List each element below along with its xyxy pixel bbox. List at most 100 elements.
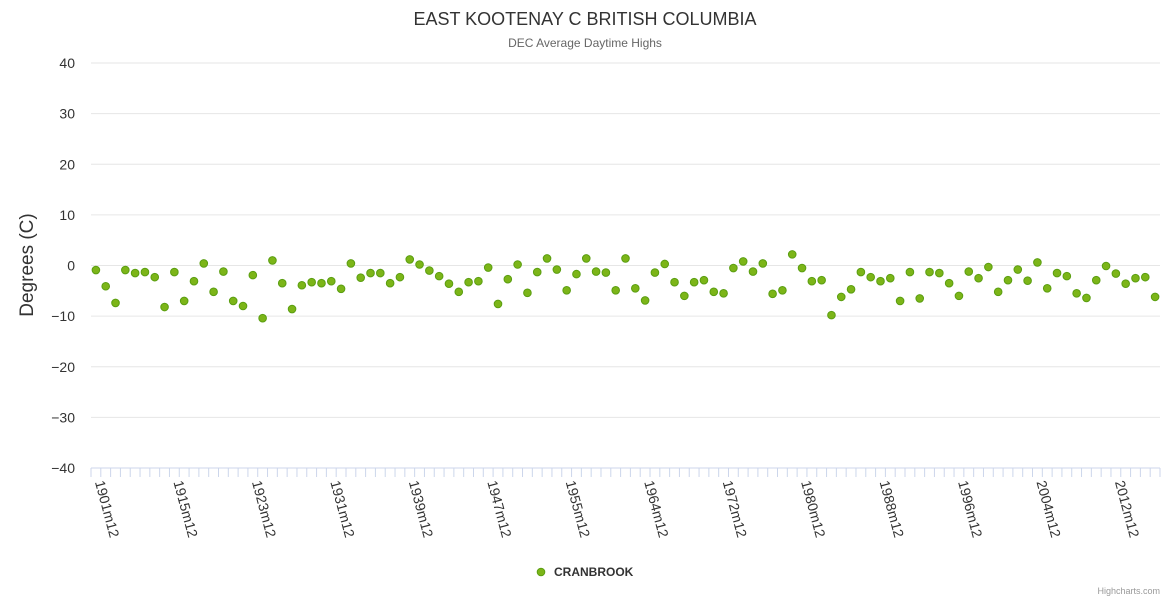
data-point[interactable] [395, 272, 405, 282]
data-point[interactable] [925, 267, 934, 277]
data-point[interactable] [317, 278, 326, 288]
data-point[interactable] [738, 257, 748, 266]
data-point[interactable] [258, 313, 267, 323]
data-point[interactable] [1131, 273, 1140, 283]
data-point[interactable] [787, 250, 797, 259]
data-point[interactable] [1091, 275, 1101, 285]
data-point[interactable] [464, 277, 473, 287]
data-point[interactable] [199, 259, 209, 268]
data-point[interactable] [964, 267, 974, 276]
data-point[interactable] [405, 255, 415, 264]
data-point[interactable] [895, 296, 905, 306]
data-point[interactable] [150, 272, 160, 282]
data-point[interactable] [326, 276, 336, 286]
data-point[interactable] [719, 289, 728, 298]
data-point[interactable] [179, 296, 189, 306]
data-point[interactable] [415, 260, 424, 269]
data-point[interactable] [101, 281, 111, 291]
data-point[interactable] [1062, 271, 1072, 281]
data-point[interactable] [885, 273, 895, 283]
data-point[interactable] [1140, 272, 1150, 282]
data-point[interactable] [336, 284, 346, 294]
data-point[interactable] [140, 267, 150, 277]
data-point[interactable] [689, 277, 699, 287]
data-point[interactable] [640, 296, 650, 305]
data-point[interactable] [307, 277, 316, 287]
data-point[interactable] [434, 271, 444, 281]
data-point[interactable] [111, 298, 120, 308]
data-point[interactable] [699, 275, 709, 285]
data-point[interactable] [219, 267, 228, 276]
data-point[interactable] [1042, 283, 1052, 293]
data-point[interactable] [454, 287, 464, 297]
data-point[interactable] [993, 287, 1003, 297]
data-point[interactable] [1111, 269, 1121, 278]
data-point[interactable] [356, 273, 366, 282]
data-point[interactable] [768, 289, 777, 299]
data-point[interactable] [297, 280, 307, 290]
legend[interactable]: CRANBROOK [536, 565, 634, 579]
data-point[interactable] [91, 265, 101, 275]
data-point[interactable] [1023, 276, 1032, 285]
data-point[interactable] [1082, 293, 1091, 303]
data-point[interactable] [160, 302, 169, 312]
data-point[interactable] [709, 287, 719, 297]
legend-marker-icon[interactable] [536, 567, 546, 577]
data-point[interactable] [807, 276, 817, 286]
data-point[interactable] [866, 272, 875, 282]
data-point[interactable] [376, 268, 385, 278]
data-point[interactable] [228, 296, 238, 306]
data-point[interactable] [1150, 292, 1160, 302]
data-point[interactable] [915, 294, 925, 303]
data-point[interactable] [483, 263, 493, 272]
data-point[interactable] [670, 277, 679, 287]
data-point[interactable] [778, 286, 787, 295]
data-point[interactable] [474, 276, 483, 286]
data-point[interactable] [385, 278, 395, 288]
data-point[interactable] [121, 265, 130, 275]
data-point[interactable] [601, 268, 611, 277]
data-point[interactable] [954, 291, 964, 301]
data-point[interactable] [621, 254, 630, 263]
data-point[interactable] [532, 267, 542, 277]
data-point[interactable] [572, 269, 581, 279]
data-point[interactable] [846, 284, 856, 294]
data-point[interactable] [729, 263, 738, 273]
data-point[interactable] [984, 262, 993, 272]
data-point[interactable] [1052, 268, 1062, 278]
data-point[interactable] [346, 259, 356, 268]
data-point[interactable] [660, 259, 670, 269]
data-point[interactable] [287, 304, 297, 314]
data-point[interactable] [611, 286, 620, 295]
data-point[interactable] [944, 278, 954, 288]
data-point[interactable] [631, 283, 640, 293]
data-point[interactable] [1121, 279, 1130, 289]
data-point[interactable] [650, 268, 660, 277]
data-point[interactable] [680, 291, 689, 301]
data-point[interactable] [856, 267, 866, 277]
credits-link[interactable]: Highcharts.com [1097, 586, 1160, 596]
data-point[interactable] [366, 268, 375, 278]
data-point[interactable] [130, 268, 140, 278]
data-point[interactable] [493, 299, 503, 309]
data-point[interactable] [1033, 258, 1042, 267]
data-point[interactable] [170, 267, 179, 277]
data-point[interactable] [974, 273, 983, 283]
data-point[interactable] [797, 263, 807, 273]
data-point[interactable] [1101, 261, 1111, 271]
data-point[interactable] [836, 292, 846, 302]
data-point[interactable] [189, 276, 199, 286]
data-point[interactable] [591, 267, 601, 276]
data-point[interactable] [425, 266, 434, 275]
data-point[interactable] [758, 259, 768, 268]
legend-item-cranbrook[interactable]: CRANBROOK [554, 565, 634, 579]
data-point[interactable] [552, 265, 562, 274]
data-point[interactable] [542, 254, 552, 263]
data-point[interactable] [935, 268, 944, 278]
data-point[interactable] [444, 279, 454, 289]
data-point[interactable] [562, 286, 571, 295]
data-point[interactable] [503, 274, 513, 284]
data-point[interactable] [238, 301, 248, 311]
data-point[interactable] [268, 256, 277, 265]
data-point[interactable] [876, 276, 885, 286]
